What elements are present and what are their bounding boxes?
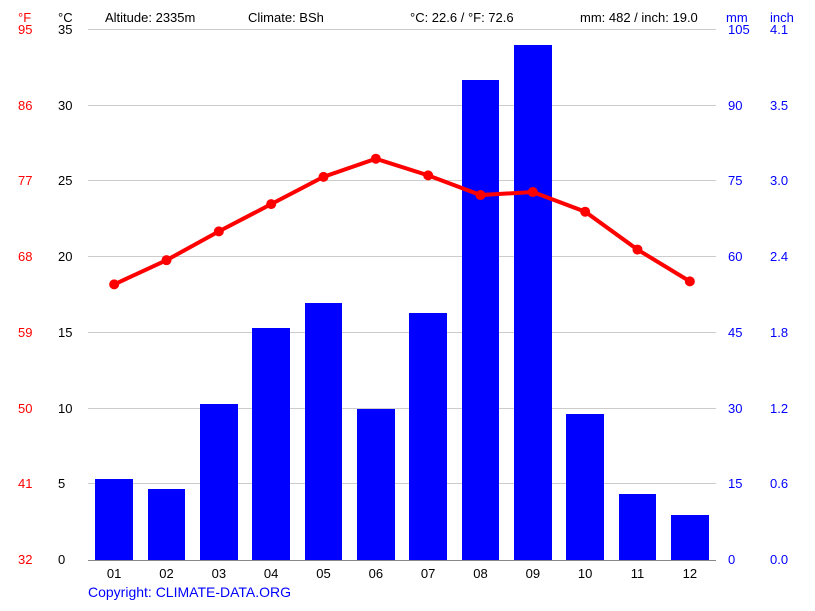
tick-c: 20 [58, 249, 72, 264]
precip-bar [252, 328, 290, 560]
grid-line [88, 332, 716, 333]
tick-c: 30 [58, 98, 72, 113]
month-label: 03 [212, 566, 226, 581]
tick-mm: 105 [728, 22, 750, 37]
tick-f: 32 [18, 552, 32, 567]
tick-f: 68 [18, 249, 32, 264]
tick-mm: 90 [728, 98, 742, 113]
tick-inch: 3.0 [770, 173, 788, 188]
precip-bar [671, 515, 709, 560]
month-label: 11 [631, 566, 645, 581]
tick-inch: 1.2 [770, 401, 788, 416]
climate-chart: °F °C mm inch Altitude: 2335m Climate: B… [0, 0, 815, 611]
month-label: 10 [578, 566, 592, 581]
tick-f: 41 [18, 476, 32, 491]
grid-line [88, 256, 716, 257]
month-label: 02 [159, 566, 173, 581]
tick-f: 59 [18, 325, 32, 340]
precip-bar [95, 479, 133, 560]
info-climate: Climate: BSh [248, 10, 324, 25]
tick-f: 77 [18, 173, 32, 188]
tick-f: 50 [18, 401, 32, 416]
tick-mm: 45 [728, 325, 742, 340]
tick-inch: 0.6 [770, 476, 788, 491]
precip-bar [409, 313, 447, 560]
tick-mm: 0 [728, 552, 735, 567]
month-label: 09 [526, 566, 540, 581]
grid-line [88, 408, 716, 409]
tick-mm: 60 [728, 249, 742, 264]
tick-c: 0 [58, 552, 65, 567]
tick-mm: 15 [728, 476, 742, 491]
precip-bar [305, 303, 343, 560]
tick-c: 35 [58, 22, 72, 37]
month-label: 08 [473, 566, 487, 581]
info-precip: mm: 482 / inch: 19.0 [580, 10, 698, 25]
tick-inch: 2.4 [770, 249, 788, 264]
grid-line [88, 483, 716, 484]
precip-bar [566, 414, 604, 560]
month-label: 04 [264, 566, 278, 581]
tick-c: 5 [58, 476, 65, 491]
tick-inch: 4.1 [770, 22, 788, 37]
tick-c: 10 [58, 401, 72, 416]
info-temp: °C: 22.6 / °F: 72.6 [410, 10, 514, 25]
tick-f: 86 [18, 98, 32, 113]
tick-c: 25 [58, 173, 72, 188]
tick-inch: 1.8 [770, 325, 788, 340]
grid-line [88, 29, 716, 30]
month-label: 01 [107, 566, 121, 581]
tick-c: 15 [58, 325, 72, 340]
month-label: 06 [369, 566, 383, 581]
precip-bar [514, 45, 552, 560]
grid-line [88, 105, 716, 106]
precip-bar [200, 404, 238, 560]
tick-f: 95 [18, 22, 32, 37]
precip-bar [619, 494, 657, 560]
month-label: 12 [683, 566, 697, 581]
tick-mm: 75 [728, 173, 742, 188]
plot-area [88, 30, 716, 561]
precip-bar [357, 409, 395, 560]
month-label: 07 [421, 566, 435, 581]
tick-inch: 0.0 [770, 552, 788, 567]
precip-bar [462, 80, 500, 560]
copyright-text: Copyright: CLIMATE-DATA.ORG [88, 584, 291, 600]
grid-line [88, 180, 716, 181]
month-label: 05 [316, 566, 330, 581]
precip-bar [148, 489, 186, 560]
tick-inch: 3.5 [770, 98, 788, 113]
info-altitude: Altitude: 2335m [105, 10, 195, 25]
tick-mm: 30 [728, 401, 742, 416]
